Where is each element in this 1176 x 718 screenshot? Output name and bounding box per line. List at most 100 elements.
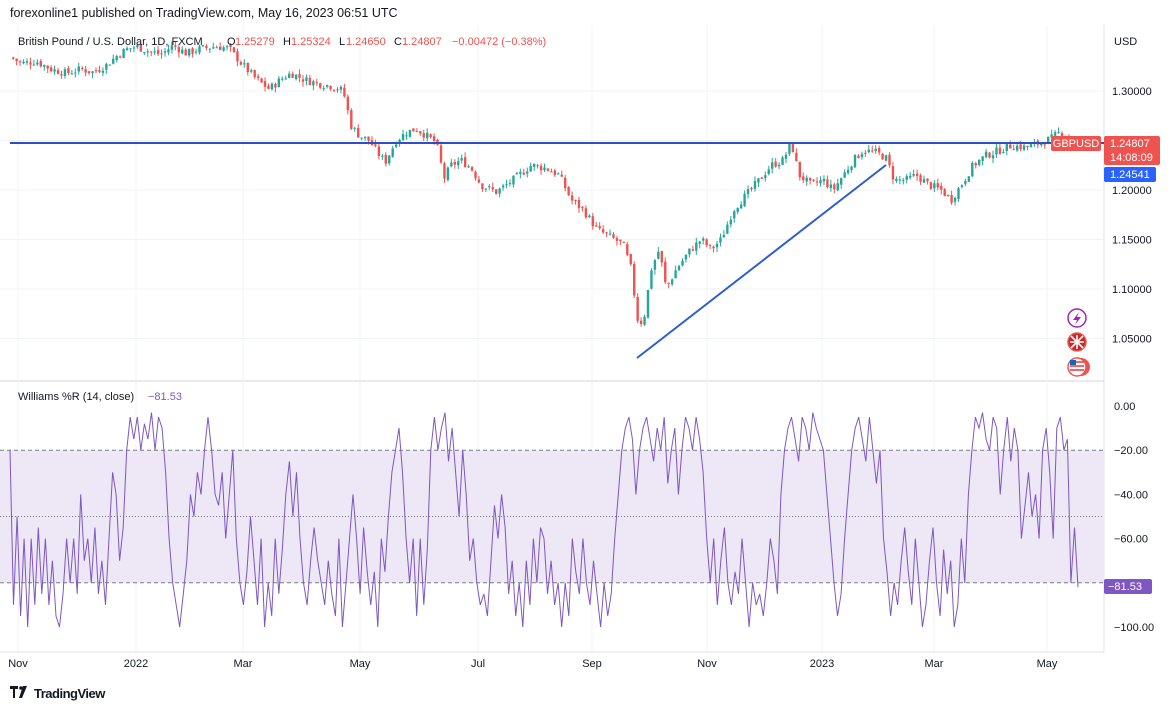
- candle-body: [536, 165, 539, 167]
- wr-tick-label: −100.00: [1114, 622, 1154, 634]
- candle-body: [398, 139, 401, 144]
- candle-body: [881, 153, 884, 160]
- price-tags: GBPUSD 1.24807 14:08:09 1.24541 −81.53: [1051, 136, 1160, 594]
- candle-body: [660, 251, 663, 263]
- candle-body: [29, 62, 32, 65]
- candle-body: [263, 81, 267, 87]
- candle-body: [1026, 145, 1029, 148]
- price-tick-label: 1.20000: [1112, 185, 1152, 197]
- candle-body: [564, 177, 567, 189]
- candle-body: [81, 67, 84, 70]
- candle-body: [312, 81, 315, 86]
- candle-body: [129, 48, 132, 50]
- candle-body: [591, 216, 594, 227]
- candle-body: [125, 48, 129, 51]
- currency-label: USD: [1114, 36, 1137, 48]
- candle-body: [857, 155, 860, 159]
- candle-body: [522, 172, 525, 175]
- candle-body: [946, 194, 950, 196]
- candle-body: [270, 83, 274, 90]
- candle-body: [912, 174, 915, 176]
- candle-body: [177, 47, 180, 53]
- lightning-icon: [1067, 308, 1087, 328]
- price-tick-label: 1.30000: [1112, 86, 1152, 98]
- candle-body: [1009, 144, 1012, 149]
- candle-body: [377, 146, 381, 157]
- candle-body: [543, 167, 546, 171]
- candle-body: [891, 166, 895, 180]
- candle-body: [39, 61, 42, 67]
- candle-body: [826, 179, 829, 188]
- legend-symbol: British Pound / U.S. Dollar, 1D, FXCM: [18, 36, 203, 48]
- candle-body: [588, 215, 591, 218]
- wr-tick-label: −60.00: [1114, 534, 1148, 546]
- candle-body: [991, 155, 995, 159]
- candle-body: [664, 261, 667, 283]
- candle-body: [308, 77, 312, 85]
- candle-body: [622, 241, 626, 243]
- candle-body: [574, 199, 577, 202]
- time-label: Sep: [582, 658, 602, 670]
- usd-flag-canton: [1070, 360, 1076, 365]
- candle-body: [867, 149, 870, 153]
- legend-close: 1.24807: [402, 36, 442, 48]
- candle-body: [646, 290, 650, 318]
- legend-close-label: C: [394, 36, 402, 48]
- candle-body: [581, 206, 584, 208]
- williams-line: [9, 412, 1079, 628]
- candle-body: [708, 244, 712, 246]
- candle-body: [926, 178, 929, 182]
- candle-body: [995, 147, 998, 155]
- candle-body: [453, 161, 456, 165]
- candle-body: [529, 165, 532, 172]
- candle-body: [974, 163, 977, 166]
- gbp-flag-cross: [1070, 335, 1084, 349]
- candle-body: [1053, 132, 1057, 136]
- candle-body: [895, 178, 898, 182]
- symbol-icons[interactable]: [1067, 308, 1090, 377]
- candle-body: [194, 51, 198, 53]
- candle-body: [284, 78, 287, 80]
- candle-body: [232, 47, 236, 52]
- candle-body: [53, 69, 56, 72]
- candle-body: [633, 263, 636, 296]
- legend-high-label: H: [283, 36, 291, 48]
- candle-body: [905, 176, 908, 180]
- candle-body: [764, 175, 767, 179]
- candle-body: [960, 185, 964, 188]
- candle-body: [650, 270, 653, 289]
- candle-body: [636, 296, 639, 321]
- candle-body: [291, 73, 294, 78]
- candle-body: [681, 260, 684, 266]
- candle-body: [191, 48, 194, 54]
- candle-body: [695, 242, 698, 251]
- candle-body: [426, 132, 429, 139]
- candle-body: [626, 244, 629, 255]
- candle-body: [163, 51, 167, 53]
- candle-body: [46, 65, 49, 69]
- candle-body: [501, 185, 505, 188]
- legend-low: 1.24650: [346, 36, 386, 48]
- candle-body: [156, 50, 160, 54]
- candle-body: [757, 178, 760, 183]
- candle-body: [463, 157, 467, 168]
- footer-brand[interactable]: TradingView: [10, 686, 105, 701]
- candle-body: [215, 47, 218, 49]
- candle-body: [153, 51, 156, 53]
- time-label: Mar: [925, 658, 944, 670]
- axes: Nov 2022 Mar May Jul Sep Nov 2023 Mar May 1.30000 1…: [8, 86, 1154, 670]
- candle-body: [677, 265, 681, 271]
- candle-body: [601, 229, 605, 233]
- price-lines: [10, 142, 1104, 359]
- candle-body: [15, 58, 18, 62]
- symbol-tag-box: [1051, 136, 1101, 151]
- candle-body: [670, 279, 674, 285]
- indicator-title: Williams %R (14, close): [18, 391, 134, 403]
- candle-body: [208, 48, 212, 50]
- candle-body: [277, 78, 281, 88]
- candle-body: [643, 316, 646, 325]
- candle-body: [998, 147, 1002, 154]
- gbp-flag-icon: [1067, 332, 1087, 352]
